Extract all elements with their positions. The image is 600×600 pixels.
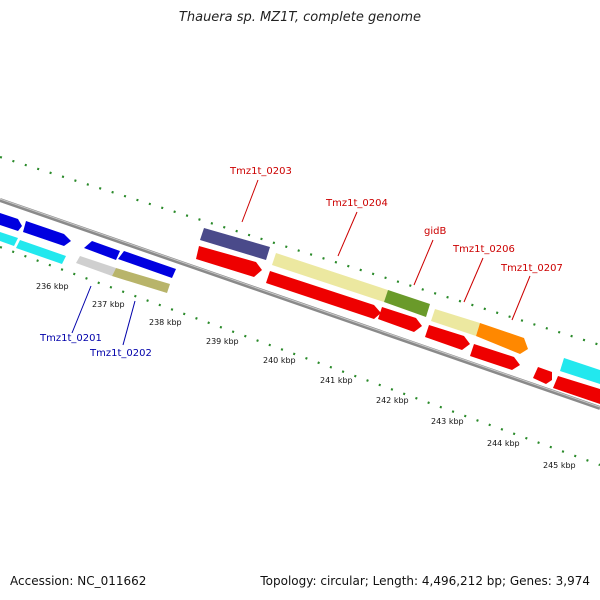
gene-grey <box>76 256 116 276</box>
kbp-tick-labels: 236 kbp 237 kbp 238 kbp 239 kbp 240 kbp … <box>36 282 576 470</box>
genome-summary-text: Topology: circular; Length: 4,496,212 bp… <box>260 574 590 588</box>
gene-blue-1 <box>0 213 22 231</box>
tick-label: 245 kbp <box>543 461 576 470</box>
gene-label: Tmz1t_0202 <box>89 348 152 359</box>
tick-label: 243 kbp <box>431 417 464 426</box>
gene-label: Tmz1t_0201 <box>39 333 102 344</box>
gene-blue-4 <box>118 251 176 278</box>
gene-label: Tmz1t_0203 <box>229 166 292 177</box>
tick-label: 242 kbp <box>376 396 409 405</box>
gene-label: Tmz1t_0206 <box>452 244 515 255</box>
gene-Tmz1t_0204 <box>272 253 388 302</box>
gene-red-3 <box>378 307 422 332</box>
reverse-gene-labels: Tmz1t_0201 Tmz1t_0202 <box>39 333 152 359</box>
gene-gidB <box>384 290 430 317</box>
tick-label: 244 kbp <box>487 439 520 448</box>
reverse-genes-left <box>0 213 176 293</box>
tick-label: 236 kbp <box>36 282 69 291</box>
map-title: Thauera sp. MZ1T, complete genome <box>178 10 422 25</box>
gene-red-6 <box>533 367 552 384</box>
gene-red-4 <box>425 325 470 350</box>
gene-blue-2 <box>23 221 71 246</box>
gene-Tmz1t_0203 <box>200 228 270 260</box>
gene-red-5 <box>470 344 520 370</box>
accession-text: Accession: NC_011662 <box>10 574 147 588</box>
gene-blue-3 <box>84 241 120 260</box>
gene-Tmz1t_0207 <box>476 323 528 354</box>
tick-label: 239 kbp <box>206 337 239 346</box>
genome-backbone <box>0 198 600 410</box>
gene-Tmz1t_0206 <box>431 309 480 336</box>
gene-label: Tmz1t_0207 <box>500 263 563 274</box>
gene-red-2 <box>266 271 381 319</box>
gene-label: Tmz1t_0204 <box>325 198 388 209</box>
tick-label: 241 kbp <box>320 376 353 385</box>
gene-red-7 <box>553 376 600 404</box>
tick-label: 240 kbp <box>263 356 296 365</box>
outer-tick-ring <box>0 155 600 347</box>
gene-cyan-3 <box>560 358 600 384</box>
gene-cyan-1 <box>0 232 18 246</box>
tick-label: 237 kbp <box>92 300 125 309</box>
gene-red-1 <box>196 246 262 277</box>
label-pointers <box>71 179 531 346</box>
gene-label: gidB <box>424 226 446 237</box>
forward-genes <box>196 228 600 404</box>
gene-olive <box>112 268 170 293</box>
forward-gene-labels: Tmz1t_0203 Tmz1t_0204 gidB Tmz1t_0206 Tm… <box>229 166 563 274</box>
gene-cyan-2 <box>16 240 66 264</box>
tick-label: 238 kbp <box>149 318 182 327</box>
